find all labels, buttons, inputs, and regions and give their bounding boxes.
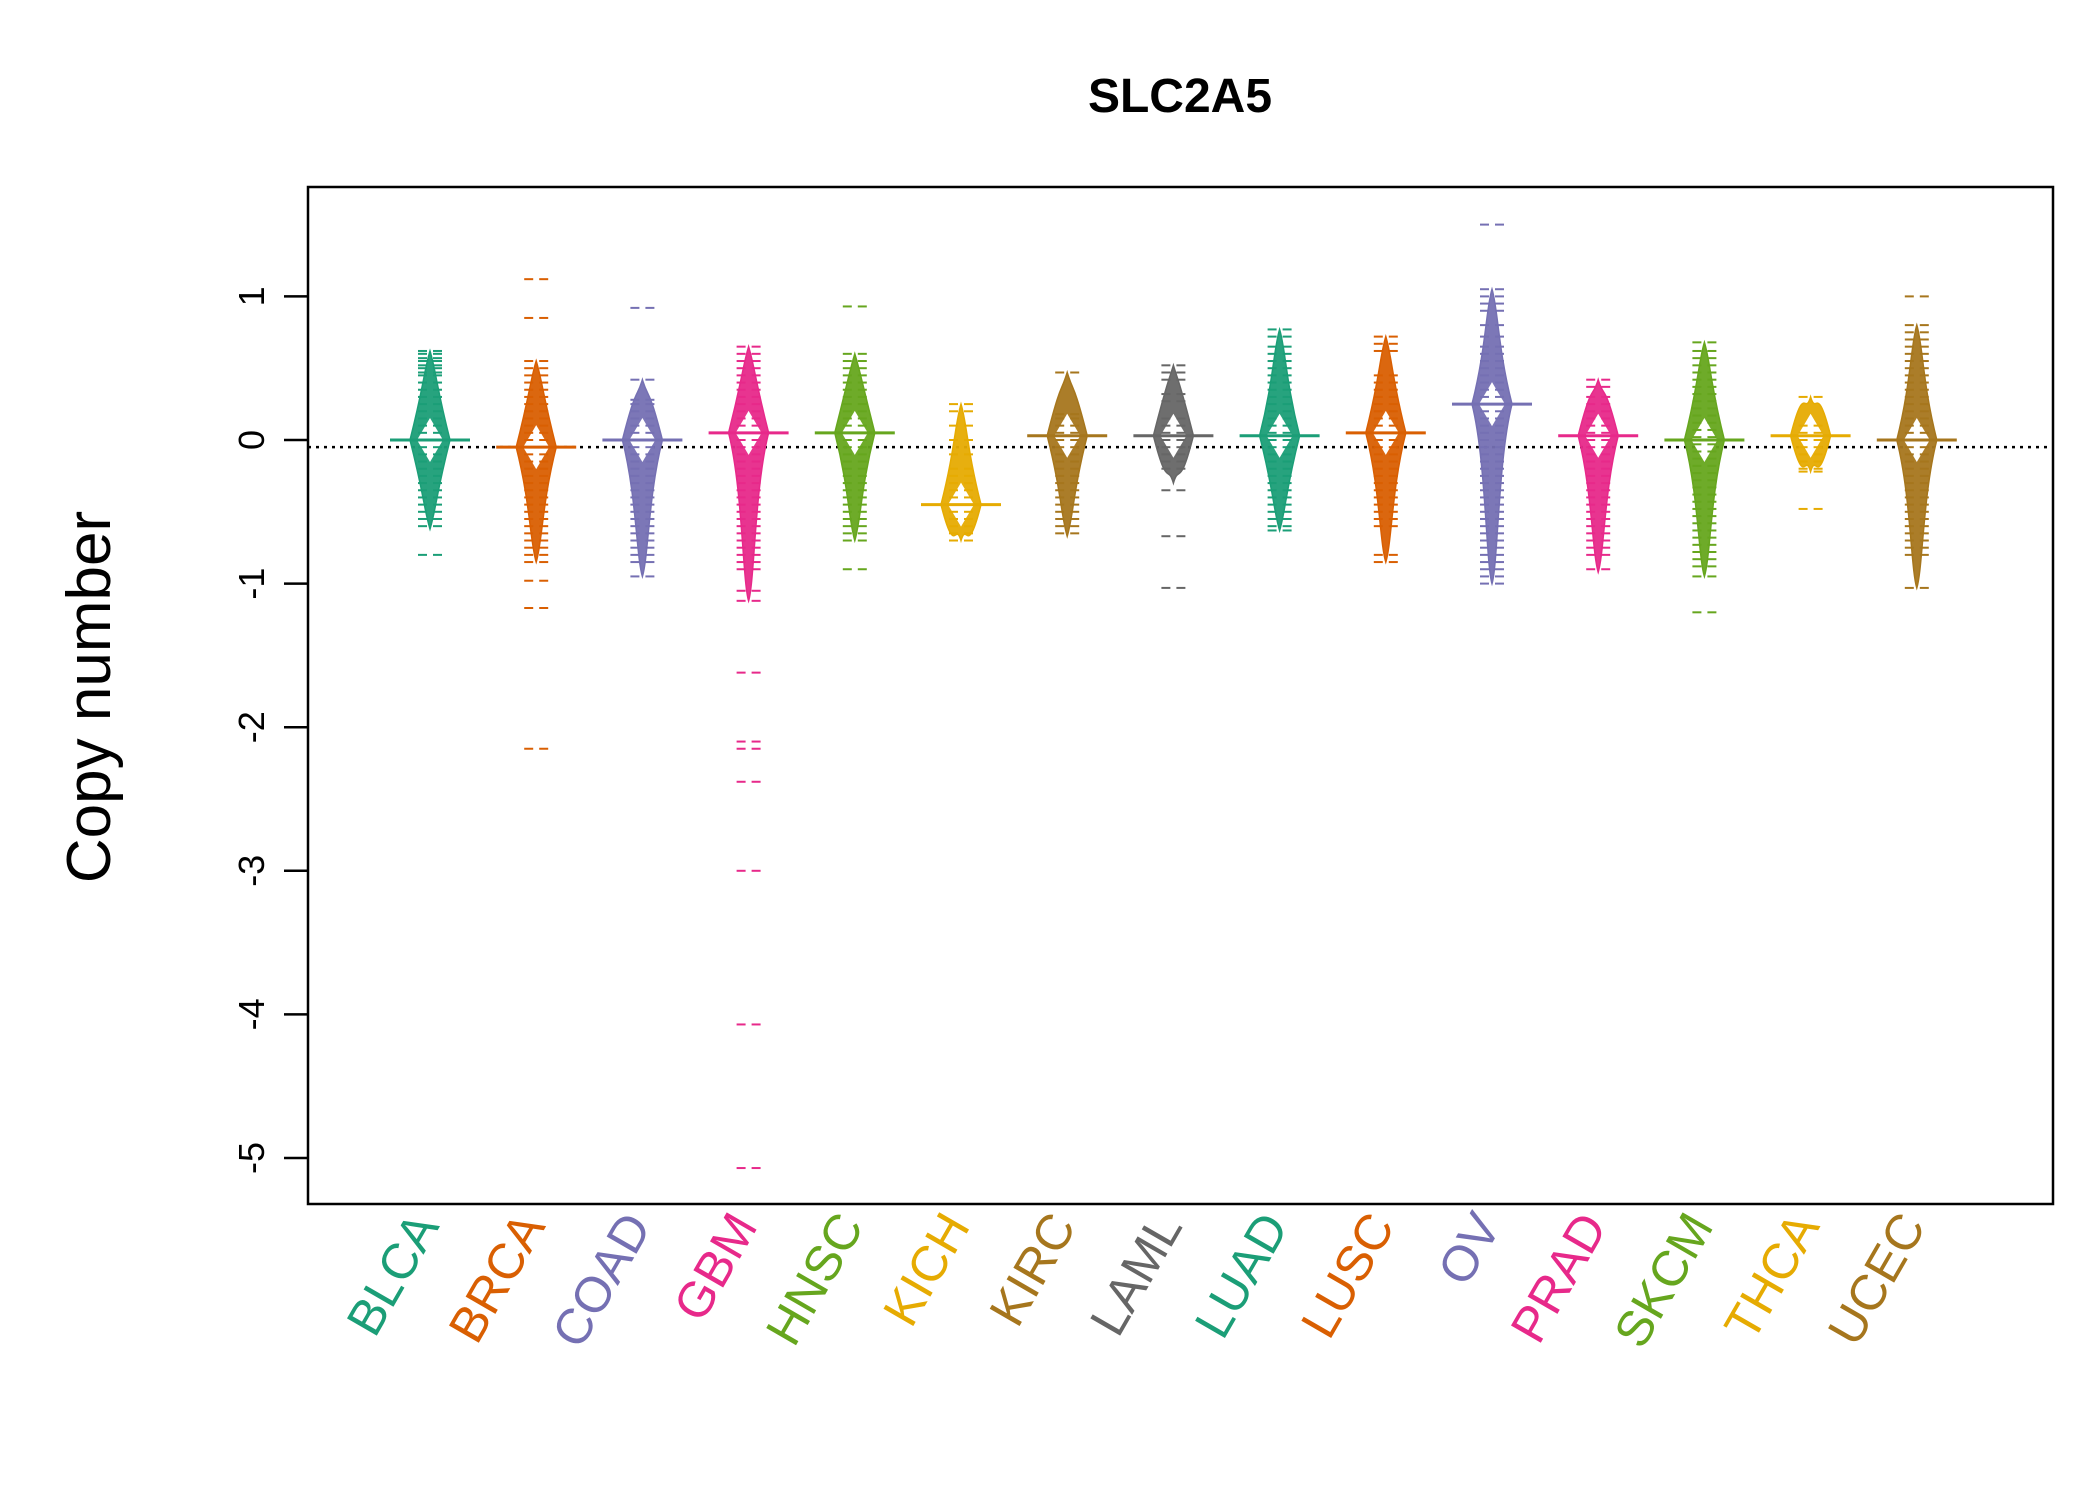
y-tick-label: 0 [231, 430, 272, 450]
bean-shape [727, 344, 770, 604]
category-label-kirc: KIRC [978, 1204, 1086, 1335]
category-label-lusc: LUSC [1290, 1204, 1405, 1348]
bean-skcm [1664, 339, 1745, 614]
y-tick-label: -2 [231, 711, 272, 743]
bean-brca [496, 278, 577, 750]
bean-laml [1133, 362, 1214, 589]
bean-gbm [708, 344, 789, 1170]
category-label-laml: LAML [1079, 1204, 1193, 1345]
y-tick-label: -5 [231, 1142, 272, 1174]
beans-group [390, 223, 1957, 1170]
category-label-coad: COAD [541, 1204, 662, 1357]
bean-thca [1770, 394, 1851, 510]
y-tick-label: -4 [231, 998, 272, 1030]
category-label-skcm: SKCM [1603, 1204, 1724, 1357]
bean-luad [1239, 326, 1320, 534]
y-axis-label: Copy number [55, 511, 124, 883]
category-label-hnsc: HNSC [755, 1204, 874, 1355]
category-label-brca: BRCA [438, 1203, 556, 1352]
bean-coad [602, 306, 683, 580]
category-label-thca: THCA [1714, 1203, 1831, 1349]
bean-hnsc [814, 305, 895, 571]
bean-shape [1471, 286, 1513, 587]
category-label-prad: PRAD [1500, 1204, 1618, 1352]
category-label-blca: BLCA [336, 1203, 450, 1345]
bean-shape [621, 377, 664, 580]
bean-ov [1452, 223, 1532, 587]
bean-blca [390, 348, 470, 556]
category-label-kich: KICH [872, 1204, 980, 1335]
plot-frame [306, 185, 2055, 1206]
bean-shape [1577, 377, 1619, 575]
chart-title: SLC2A5 [1088, 70, 1272, 123]
category-label-ucec: UCEC [1817, 1204, 1936, 1355]
bean-kich [921, 401, 1001, 544]
y-tick-label: 1 [231, 286, 272, 306]
y-tick-label: -1 [231, 568, 272, 600]
category-label-ov: OV [1427, 1203, 1512, 1294]
bean-prad [1558, 377, 1639, 575]
category-label-luad: LUAD [1184, 1204, 1299, 1348]
y-axis: 1 0 -1 -2 -3 -4 -5 [231, 286, 308, 1174]
bean-ucec [1876, 295, 1957, 591]
bean-lusc [1345, 333, 1426, 565]
y-tick-label: -3 [231, 855, 272, 887]
category-label-gbm: GBM [663, 1204, 768, 1331]
bean-kirc [1027, 369, 1108, 539]
